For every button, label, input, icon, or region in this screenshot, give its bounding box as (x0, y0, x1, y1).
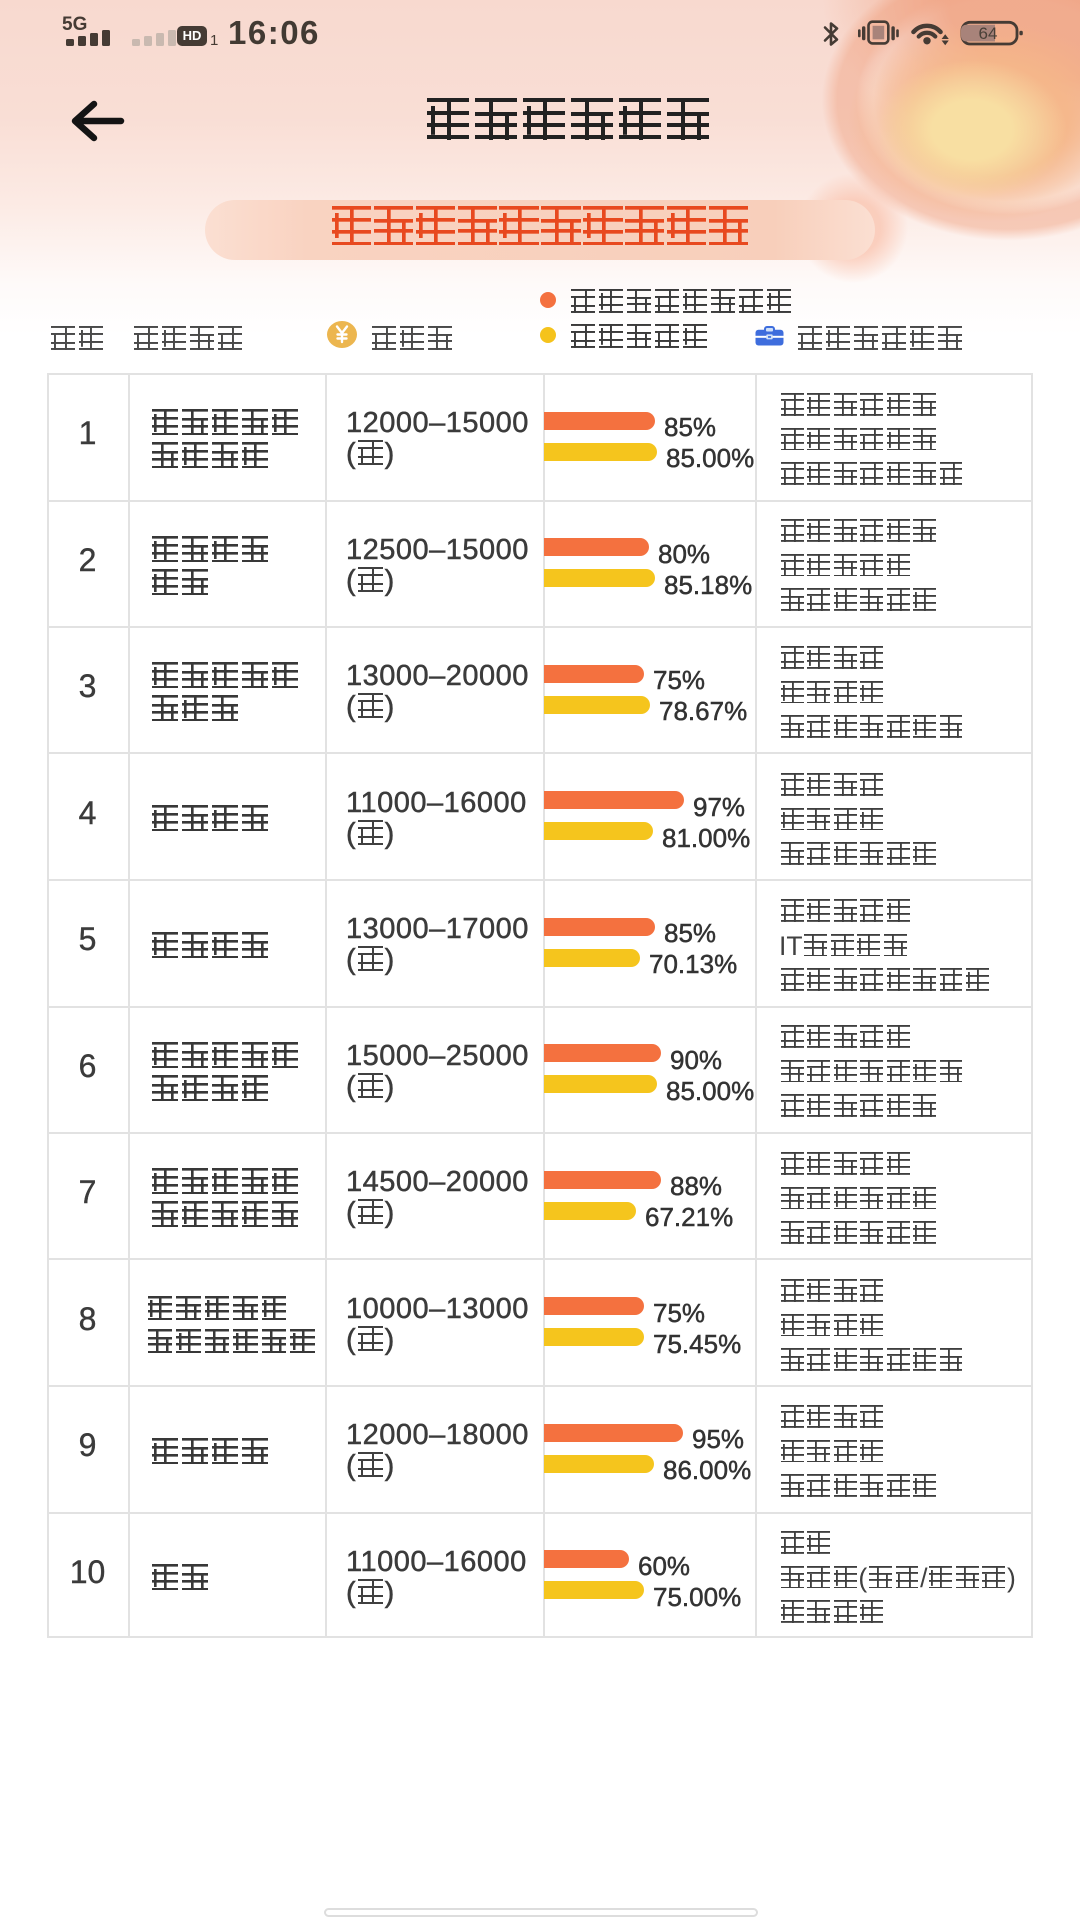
svg-text:64: 64 (979, 24, 998, 43)
